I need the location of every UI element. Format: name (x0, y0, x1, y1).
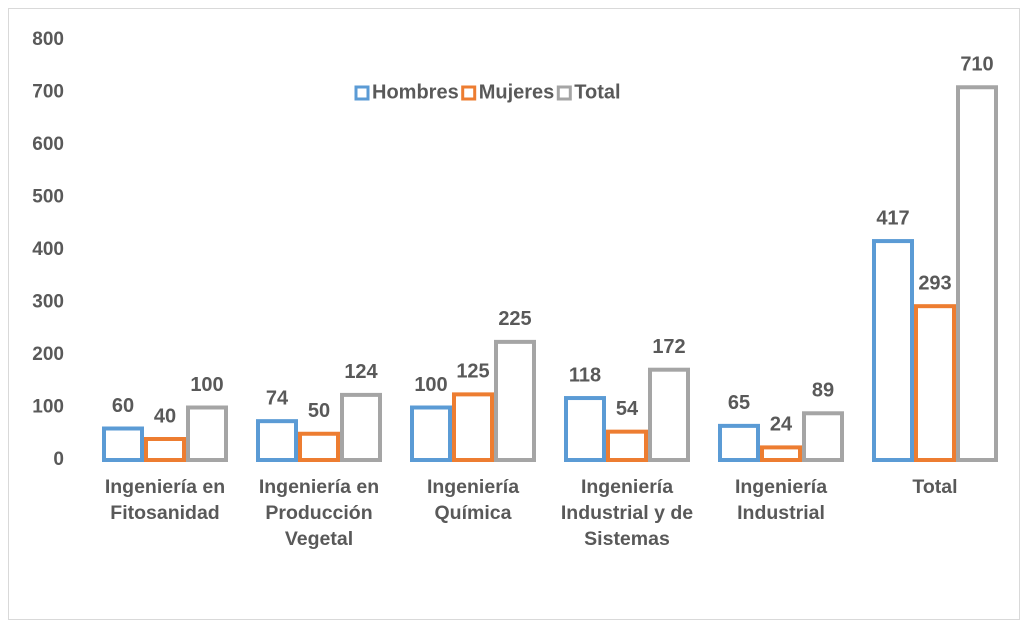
bar (452, 392, 494, 462)
bar (144, 437, 186, 462)
data-label: 40 (154, 405, 176, 427)
data-label: 125 (456, 361, 489, 383)
legend-swatch (354, 85, 370, 101)
data-label: 100 (190, 374, 223, 396)
bar (914, 304, 956, 462)
data-label: 89 (812, 380, 834, 402)
bar (340, 392, 382, 462)
legend-label: Hombres (372, 81, 459, 103)
x-tick-label: Ingeniería Industrial (734, 476, 828, 524)
y-tick-label: 700 (32, 82, 64, 103)
x-tick-label: Ingeniería en Fitosanidad (104, 476, 226, 524)
legend-swatch (556, 85, 572, 101)
bar (494, 339, 536, 462)
data-label: 54 (616, 398, 639, 420)
bar (802, 411, 844, 462)
y-tick-label: 0 (53, 449, 64, 470)
data-label: 417 (876, 207, 909, 229)
x-tick-label: Ingeniería Industrial y de Sistemas (560, 476, 694, 550)
data-label: 710 (960, 54, 993, 76)
bar (186, 405, 228, 462)
bar (256, 419, 298, 462)
legend-swatch (461, 85, 477, 101)
y-tick-label: 200 (32, 344, 64, 365)
data-label: 124 (344, 361, 378, 383)
data-label: 74 (266, 387, 289, 409)
y-tick-label: 600 (32, 134, 64, 155)
y-tick-label: 500 (32, 187, 64, 208)
legend-label: Total (574, 81, 620, 103)
data-label: 50 (308, 400, 330, 422)
data-label: 118 (569, 364, 601, 386)
y-tick-label: 300 (32, 292, 64, 313)
data-label: 60 (112, 395, 134, 417)
bar (872, 239, 914, 462)
x-tick-label: Ingeniería Química (426, 476, 520, 524)
x-tick-label: Ingeniería en Producción Vegetal (258, 476, 380, 550)
bar (760, 445, 802, 462)
x-tick-label: Total (912, 476, 958, 498)
y-tick-label: 800 (32, 29, 64, 50)
bar (718, 423, 760, 462)
bar (410, 405, 452, 462)
bar (648, 367, 690, 463)
chart-border (8, 8, 1020, 620)
bar (606, 429, 648, 462)
data-label: 225 (498, 308, 531, 330)
bar (298, 431, 340, 462)
y-tick-label: 100 (32, 397, 64, 418)
legend-label: Mujeres (479, 81, 555, 103)
data-label: 293 (918, 272, 951, 294)
bar (956, 85, 998, 462)
data-label: 172 (652, 336, 685, 358)
y-tick-label: 400 (32, 239, 64, 260)
data-label: 24 (770, 414, 793, 436)
bar (564, 396, 606, 462)
bar (102, 426, 144, 462)
data-label: 100 (414, 374, 447, 396)
data-label: 65 (728, 392, 750, 414)
